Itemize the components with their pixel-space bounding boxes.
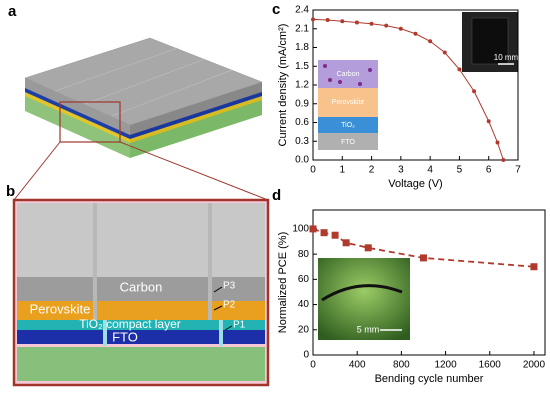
x-tick-label: 1 bbox=[340, 165, 346, 176]
scribe-label: P1 bbox=[233, 320, 246, 331]
y-axis-label: Current density (mA/cm²) bbox=[277, 24, 289, 147]
marker bbox=[530, 263, 538, 271]
marker bbox=[413, 31, 418, 36]
x-tick-label: 0 bbox=[310, 360, 316, 371]
inset-label: Perovskite bbox=[332, 99, 365, 106]
marker bbox=[309, 225, 317, 233]
scale-bar: 5 mm bbox=[357, 324, 380, 334]
inset-d bbox=[318, 258, 410, 340]
x-tick-label: 1600 bbox=[479, 360, 502, 371]
inset-label: FTO bbox=[341, 139, 355, 146]
marker bbox=[457, 67, 462, 72]
marker bbox=[495, 140, 500, 145]
layer-label: Perovskite bbox=[30, 301, 91, 316]
x-tick-label: 4 bbox=[427, 165, 433, 176]
marker bbox=[325, 18, 330, 22]
marker bbox=[342, 239, 350, 247]
panel-label: c bbox=[272, 1, 280, 18]
x-tick-label: 2000 bbox=[523, 360, 546, 371]
marker bbox=[486, 119, 491, 124]
panel-label: a bbox=[8, 3, 17, 20]
x-tick-label: 3 bbox=[398, 165, 404, 176]
marker bbox=[340, 19, 345, 24]
marker bbox=[384, 23, 389, 28]
inset-label: Carbon bbox=[337, 71, 360, 78]
y-tick-label: 40 bbox=[298, 299, 310, 310]
marker bbox=[419, 254, 427, 262]
x-tick-label: 7 bbox=[515, 165, 521, 176]
marker bbox=[398, 26, 403, 31]
y-tick-label: 60 bbox=[298, 274, 310, 285]
y-tick-label: 2.1 bbox=[295, 23, 309, 34]
layer-label: Carbon bbox=[120, 279, 163, 294]
marker bbox=[331, 231, 339, 239]
cross-section bbox=[12, 198, 270, 387]
y-tick-label: 1.2 bbox=[295, 80, 309, 91]
marker bbox=[442, 50, 447, 55]
y-tick-label: 1.5 bbox=[295, 61, 309, 72]
y-tick-label: 0.3 bbox=[295, 136, 309, 147]
marker bbox=[364, 244, 372, 252]
y-axis-label: Normalized PCE (%) bbox=[277, 232, 289, 333]
x-tick-label: 400 bbox=[349, 360, 366, 371]
y-tick-label: 1.8 bbox=[295, 42, 309, 53]
x-tick-label: 5 bbox=[457, 165, 463, 176]
x-axis-label: Bending cycle number bbox=[375, 373, 484, 385]
panel-label: b bbox=[6, 183, 15, 200]
device-3d bbox=[13, 37, 269, 201]
marker bbox=[369, 21, 374, 26]
plot-frame bbox=[312, 209, 546, 356]
y-tick-label: 0.6 bbox=[295, 117, 309, 128]
x-tick-label: 6 bbox=[486, 165, 492, 176]
marker bbox=[501, 158, 506, 162]
y-tick-label: 2.4 bbox=[295, 5, 309, 16]
x-axis-label: Voltage (V) bbox=[388, 178, 442, 190]
y-tick-label: 0 bbox=[303, 350, 309, 361]
x-tick-label: 1200 bbox=[434, 360, 457, 371]
panel-label: d bbox=[272, 187, 281, 204]
marker bbox=[472, 89, 477, 94]
marker bbox=[311, 17, 315, 22]
inset-label: TiO₂ bbox=[341, 122, 355, 129]
x-tick-label: 800 bbox=[393, 360, 410, 371]
y-tick-label: 80 bbox=[298, 249, 310, 260]
y-tick-label: 0.9 bbox=[295, 98, 309, 109]
y-tick-label: 0.0 bbox=[295, 155, 309, 166]
scribe-label: P3 bbox=[223, 281, 236, 292]
scale-bar: 10 mm bbox=[494, 53, 519, 62]
marker bbox=[354, 20, 359, 25]
inset-c bbox=[318, 12, 518, 150]
layer-label: FTO bbox=[112, 329, 138, 344]
layer-label: TiO₂ compact layer bbox=[79, 317, 181, 331]
marker bbox=[320, 229, 328, 237]
y-tick-label: 20 bbox=[298, 324, 310, 335]
y-tick-label: 100 bbox=[292, 224, 309, 235]
marker bbox=[428, 39, 433, 44]
x-tick-label: 2 bbox=[369, 165, 375, 176]
scribe-label: P2 bbox=[223, 300, 236, 311]
x-tick-label: 0 bbox=[310, 165, 316, 176]
